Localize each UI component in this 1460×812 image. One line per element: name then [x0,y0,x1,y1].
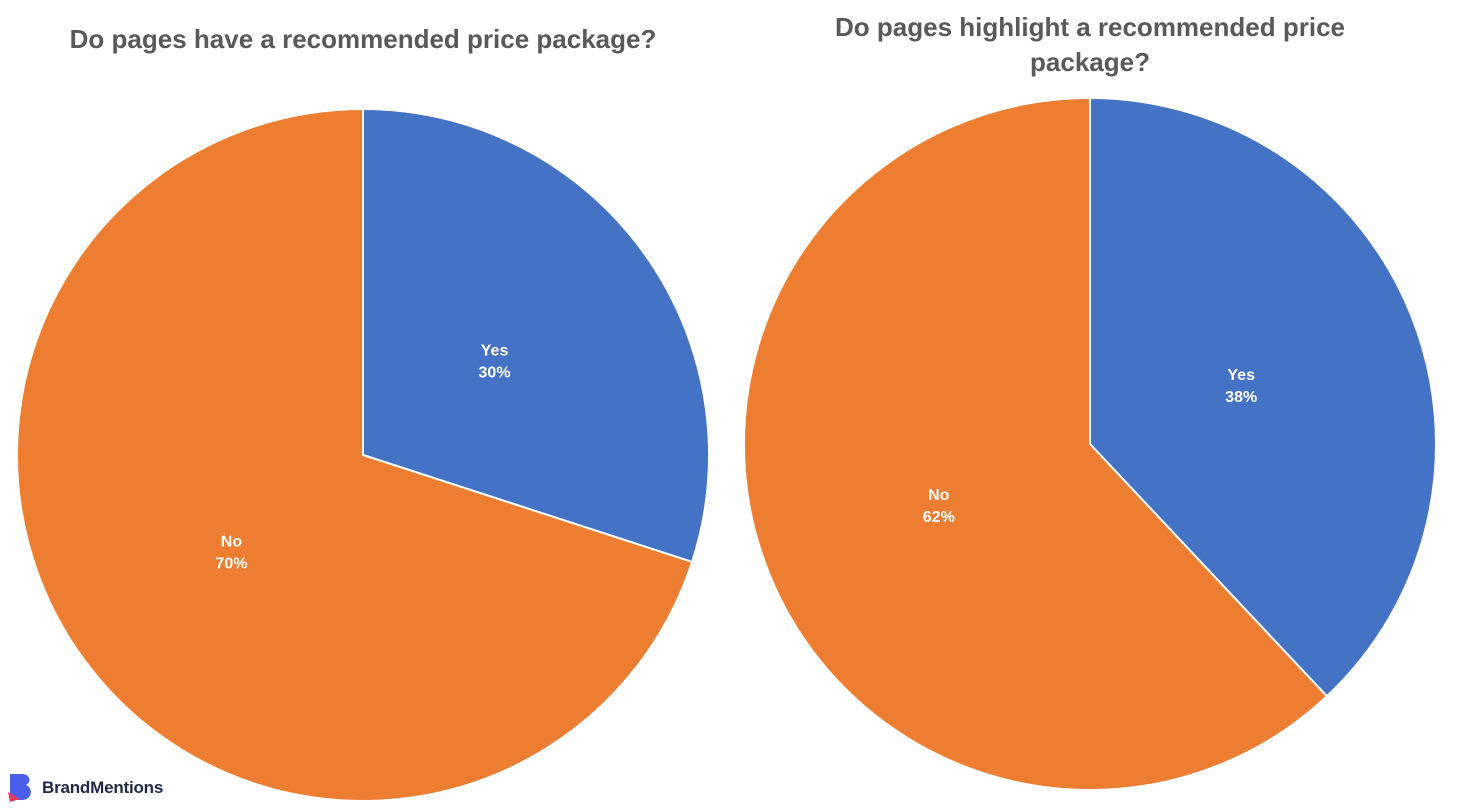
pie-slice-no [16,108,694,802]
pie-chart-2: Yes 38% No 62% [742,97,1437,791]
pie-chart-1: Yes 30% No 70% [16,108,710,802]
slice-label-no: No [221,534,243,551]
slice-value-yes: 30% [479,364,511,381]
slice-label-no: No [928,487,950,504]
slice-value-yes: 38% [1225,389,1257,406]
brand-name: BrandMentions [42,778,164,797]
pie-slice-no [742,97,1328,791]
chart-title-2: Do pages highlight a recommended price p… [835,12,1345,77]
slice-value-no: 70% [215,556,247,573]
pie-slice-yes [1089,97,1437,698]
slice-label-yes: Yes [1227,367,1255,384]
brand-logo: BrandMentions [8,772,163,804]
brandmentions-logo-icon [8,774,31,802]
slice-label-yes: Yes [481,342,509,359]
chart-title-1: Do pages have a recommended price packag… [69,24,657,54]
slice-value-no: 62% [923,509,955,526]
pie-slice-yes [362,108,710,563]
